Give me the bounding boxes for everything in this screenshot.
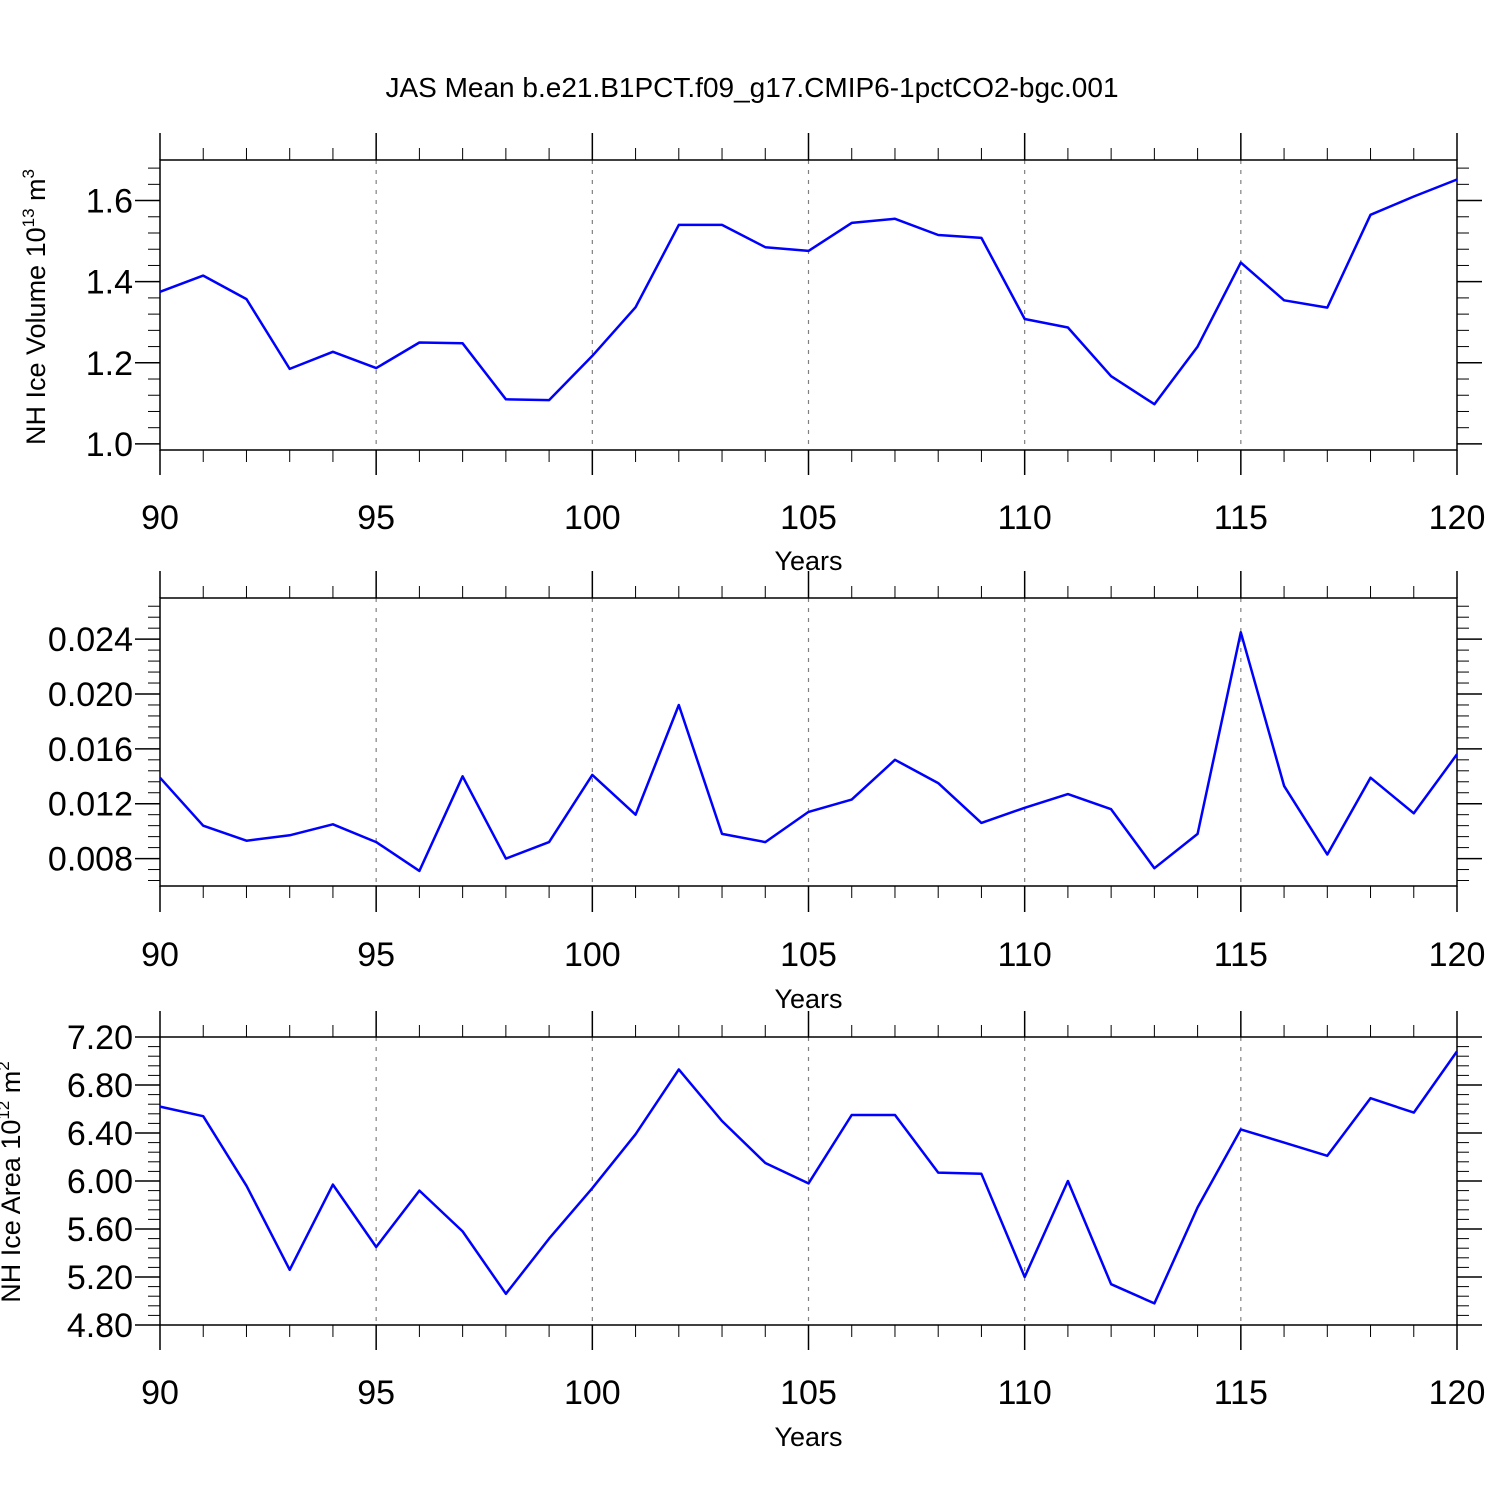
y-tick-label: 1.4 — [86, 264, 133, 302]
x-axis-title: Years — [774, 984, 842, 1014]
panel-3: 90 95 100 105 110 115 120 4.80 5.20 5.60 6.00 6.40 6… — [0, 1011, 1485, 1452]
y-axis-title: NH Ice Volume 1013 m3 — [19, 169, 51, 445]
x-tick-label: 95 — [357, 1374, 395, 1412]
panel-2: 90 95 100 105 110 115 120 0.008 0.012 0.016 0.020 0… — [48, 571, 1485, 1014]
y-tick-label: 5.20 — [67, 1259, 133, 1297]
x-tick-label: 105 — [780, 936, 837, 974]
y-tick-label: 6.80 — [67, 1067, 133, 1105]
y-tick-label: 1.0 — [86, 426, 133, 464]
x-tick-label: 120 — [1429, 1374, 1486, 1412]
series-line — [159, 1050, 1459, 1305]
x-tick-label: 90 — [141, 1374, 179, 1412]
x-tick-label: 120 — [1429, 936, 1486, 974]
x-tick-label: 110 — [998, 1374, 1052, 1412]
y-tick-label: 7.20 — [67, 1019, 133, 1057]
x-tick-label: 95 — [357, 936, 395, 974]
y-tick-label: 4.80 — [67, 1307, 133, 1345]
x-tick-label: 105 — [780, 1374, 837, 1412]
x-tick-label: 90 — [141, 499, 179, 537]
y-tick-label: 0.008 — [48, 841, 133, 879]
y-tick-label: 0.016 — [48, 731, 133, 769]
y-axis-title: NH Ice Area 1012 m2 — [0, 1061, 26, 1302]
x-tick-label: 100 — [564, 499, 621, 537]
x-tick-label: 95 — [357, 499, 395, 537]
y-tick-label: 6.40 — [67, 1115, 133, 1153]
x-tick-label: 100 — [564, 936, 621, 974]
y-tick-label: 1.6 — [86, 183, 133, 221]
x-tick-label: 115 — [1214, 936, 1268, 974]
x-tick-label: 120 — [1429, 499, 1486, 537]
series-line — [159, 178, 1458, 406]
x-tick-label: 115 — [1214, 499, 1268, 537]
figure-title: JAS Mean b.e21.B1PCT.f09_g17.CMIP6-1pctC… — [385, 72, 1118, 103]
x-tick-label: 100 — [564, 1374, 621, 1412]
series-line — [159, 631, 1459, 873]
y-tick-label: 5.60 — [67, 1211, 133, 1249]
y-tick-label: 0.024 — [48, 621, 133, 659]
y-tick-label: 1.2 — [86, 345, 133, 383]
x-tick-label: 105 — [780, 499, 837, 537]
y-tick-label: 0.020 — [48, 676, 133, 714]
x-axis-title: Years — [774, 1422, 842, 1452]
x-tick-label: 110 — [998, 499, 1052, 537]
y-tick-label: 6.00 — [67, 1163, 133, 1201]
x-tick-label: 115 — [1214, 1374, 1268, 1412]
y-tick-label: 0.012 — [48, 786, 133, 824]
x-tick-label: 90 — [141, 936, 179, 974]
x-tick-label: 110 — [998, 936, 1052, 974]
